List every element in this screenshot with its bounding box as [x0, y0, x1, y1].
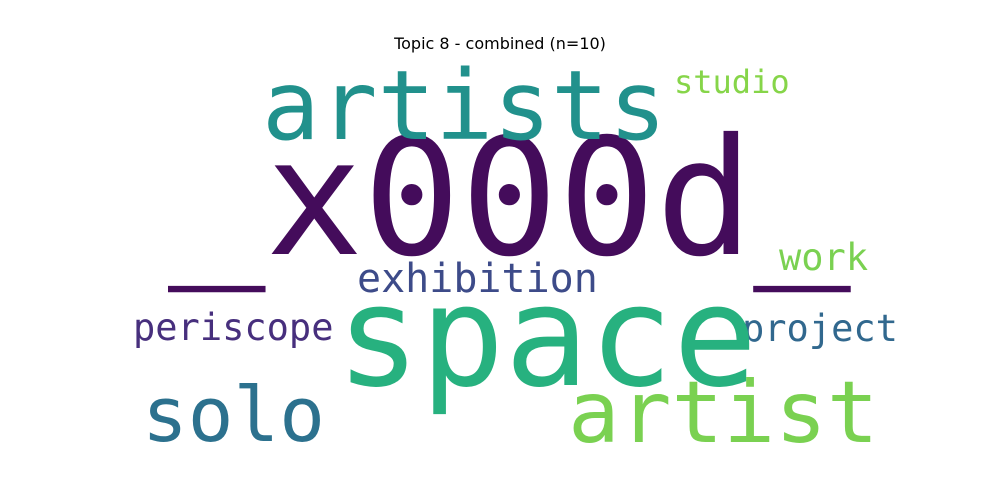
word-work: work — [779, 236, 869, 279]
word-project: project — [742, 307, 898, 350]
word-artists: artists — [262, 50, 667, 162]
word-exhibition: exhibition — [357, 256, 598, 302]
word-space: space — [336, 256, 758, 419]
word-studio: studio — [674, 63, 790, 101]
chart-title: Topic 8 - combined (n=10) — [394, 34, 606, 53]
word-x000d: _x000d_ — [168, 105, 851, 293]
word-artist: artist — [568, 363, 879, 463]
word-periscope: periscope — [133, 306, 334, 349]
word-solo: solo — [142, 370, 326, 459]
